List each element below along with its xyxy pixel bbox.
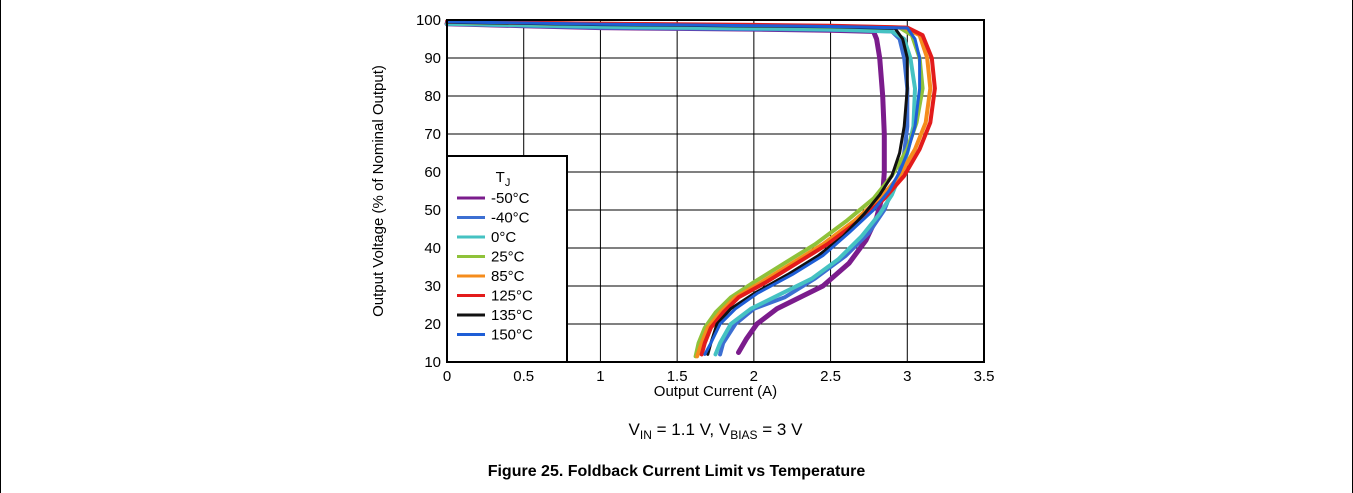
y-tick-label: 100 — [416, 12, 441, 29]
legend-title-sub: J — [505, 177, 511, 189]
legend-label-6: 135°C — [491, 307, 533, 324]
legend-label-1: -40°C — [491, 210, 530, 227]
v-in-symbol: V — [629, 420, 641, 439]
y-tick-label: 60 — [424, 164, 441, 181]
y-tick-label: 20 — [424, 316, 441, 333]
legend-label-5: 125°C — [491, 288, 533, 305]
v-in-value: = 1.1 V, — [652, 420, 719, 439]
legend-label-4: 85°C — [491, 268, 525, 285]
figure-caption: Figure 25. Foldback Current Limit vs Tem… — [487, 463, 866, 480]
y-ticks: 10 20 30 40 50 60 70 80 90 100 — [416, 12, 441, 371]
y-tick-label: 80 — [424, 88, 441, 105]
y-tick-label: 40 — [424, 240, 441, 257]
legend-items: -50°C -40°C 0°C 25°C 85°C 125°C 135°C 150°C — [457, 190, 533, 344]
y-tick-label: 30 — [424, 278, 441, 295]
legend-box — [446, 155, 568, 363]
legend-label-0: -50°C — [491, 190, 530, 207]
y-tick-label: 90 — [424, 50, 441, 67]
legend-title-main: T — [496, 169, 505, 186]
x-tick-label: 0.5 — [513, 368, 534, 385]
legend-title: TJ — [496, 169, 511, 189]
x-tick-label: 2.5 — [820, 368, 841, 385]
series-line-7 — [445, 20, 922, 356]
x-axis-label: Output Current (A) — [654, 383, 777, 400]
v-bias-subscript: BIAS — [730, 428, 757, 442]
y-tick-label: 70 — [424, 126, 441, 143]
y-axis-label: Output Voltage (% of Nominal Output) — [370, 65, 387, 317]
x-tick-label: 1.5 — [667, 368, 688, 385]
x-tick-label: 3 — [903, 368, 911, 385]
left-rule — [0, 0, 1, 493]
x-tick-label: 2 — [750, 368, 758, 385]
x-ticks: 0 0.5 1 1.5 2 2.5 3 3.5 — [443, 368, 995, 385]
series-layer — [444, 19, 937, 359]
test-condition: VIN = 1.1 V, VBIAS = 3 V — [629, 420, 804, 442]
v-bias-symbol: V — [719, 420, 731, 439]
legend-label-3: 25°C — [491, 249, 525, 266]
x-tick-label: 1 — [596, 368, 604, 385]
y-tick-label: 10 — [424, 354, 441, 371]
legend: TJ -50°C -40°C 0°C 25°C 85°C 125°C 135°C 150°C — [446, 155, 568, 363]
legend-label-2: 0°C — [491, 229, 516, 246]
x-tick-label: 0 — [443, 368, 451, 385]
legend-label-7: 150°C — [491, 327, 533, 344]
x-tick-label: 3.5 — [974, 368, 995, 385]
v-bias-value: = 3 V — [758, 420, 804, 439]
y-tick-label: 50 — [424, 202, 441, 219]
v-in-subscript: IN — [640, 428, 652, 442]
